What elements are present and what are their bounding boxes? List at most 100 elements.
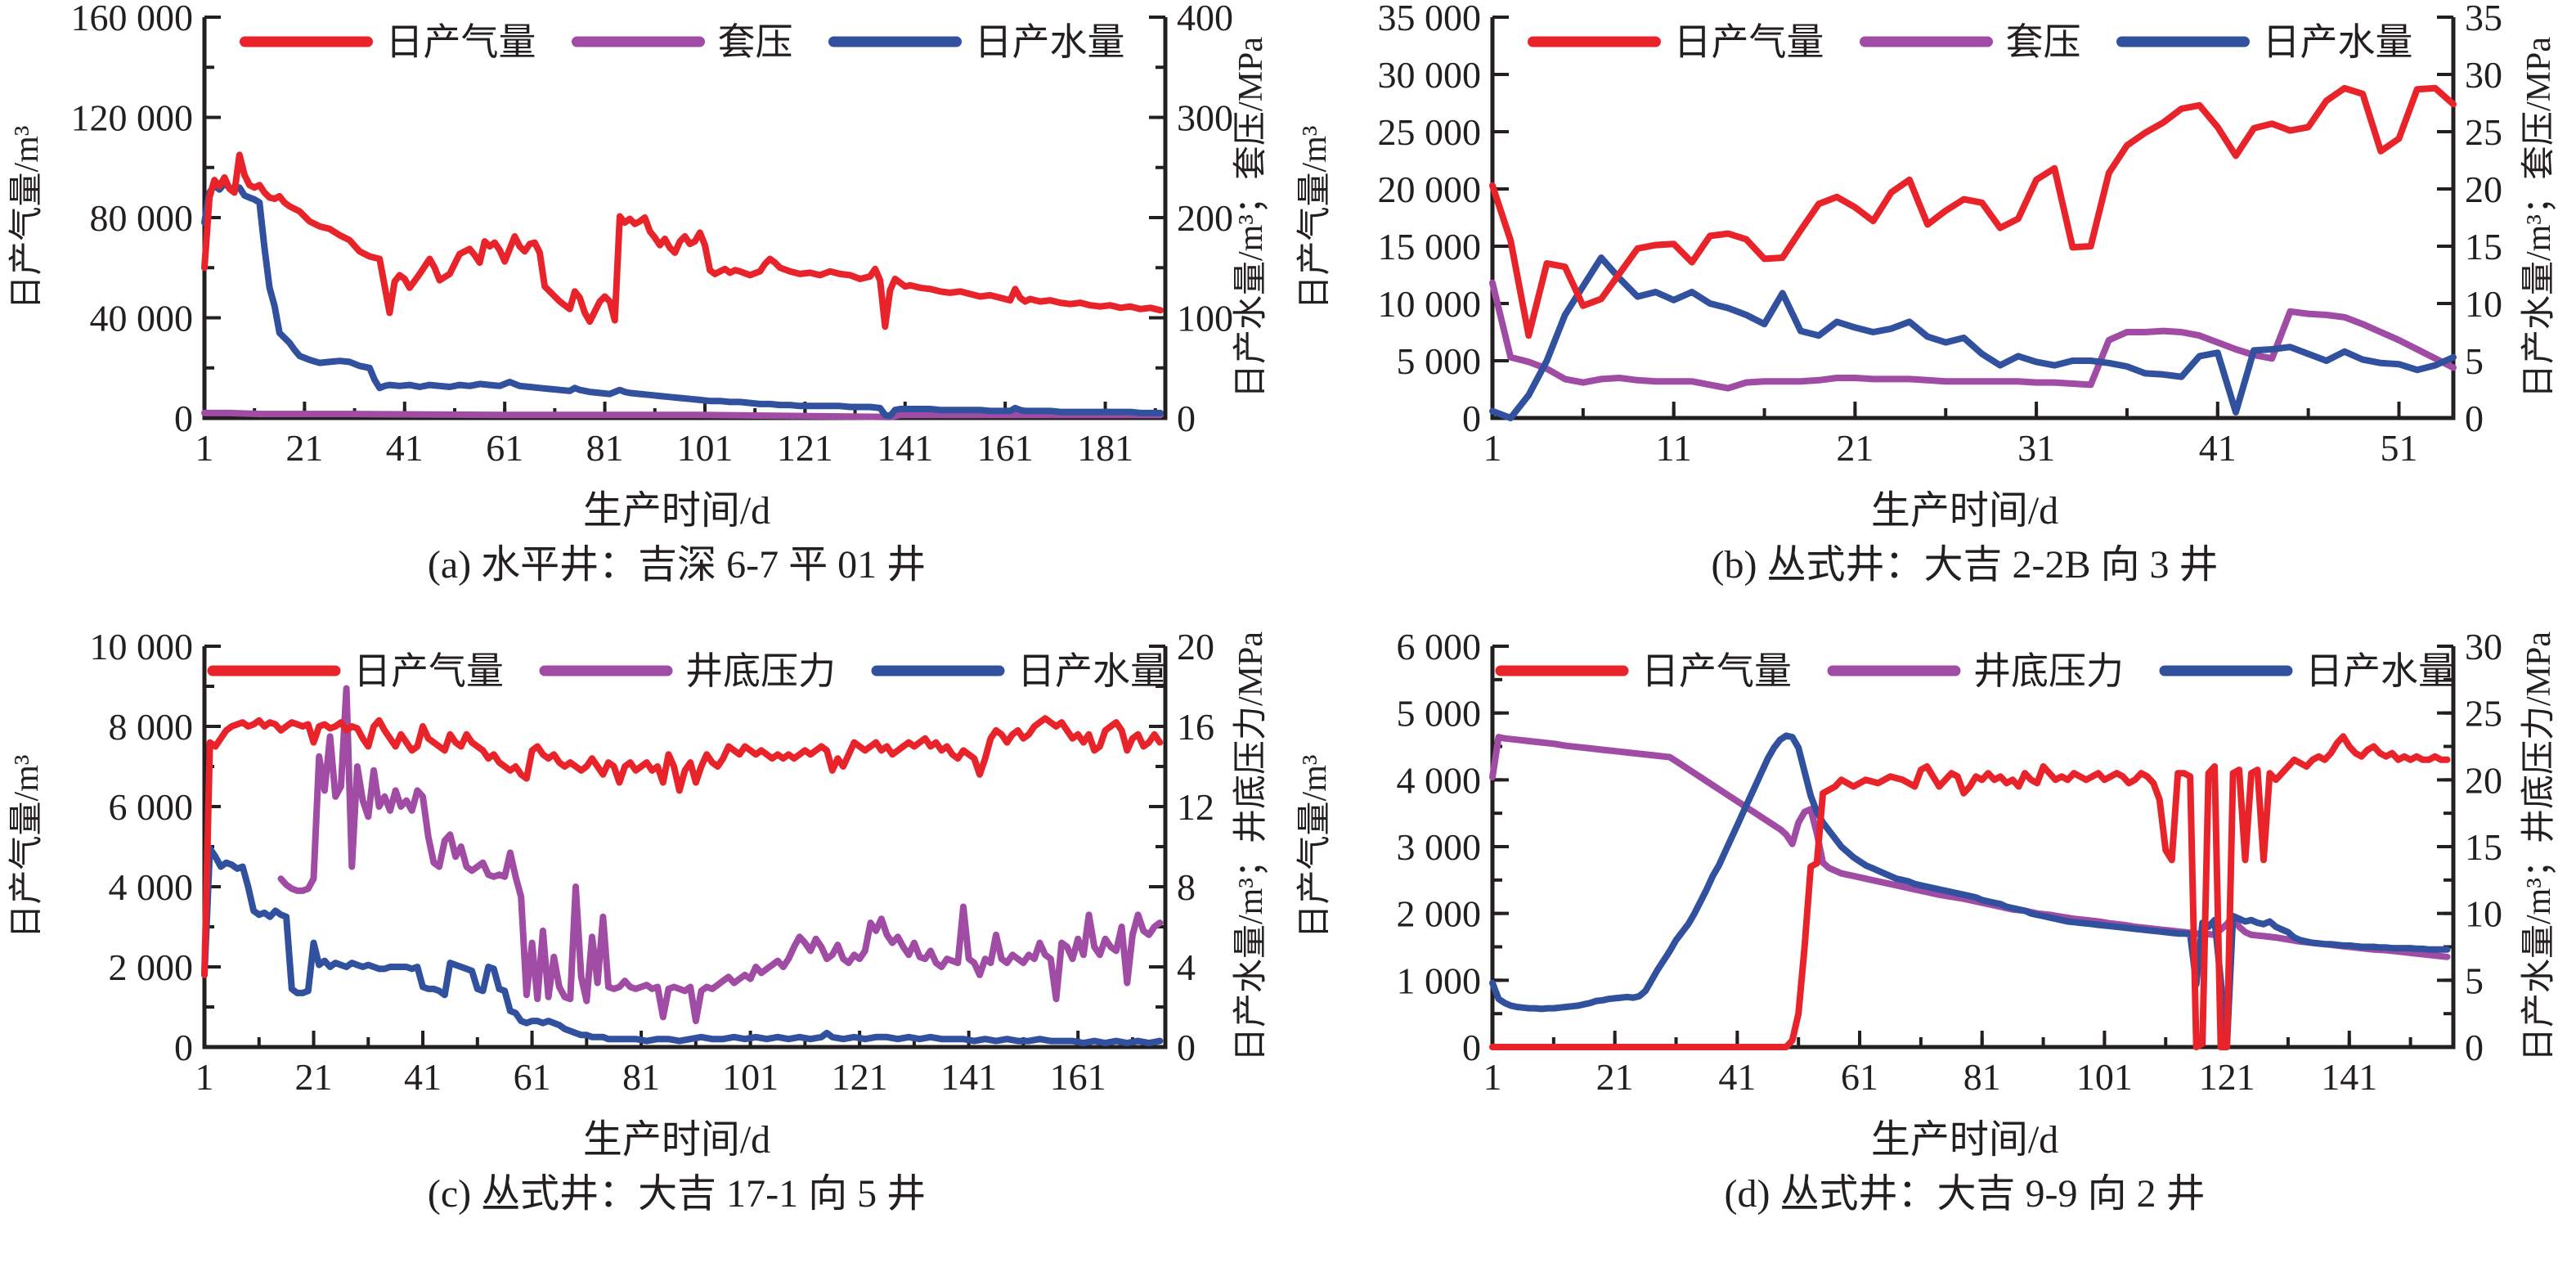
left-tick-label: 25 000 [1378,111,1482,153]
left-tick-label: 0 [174,398,193,439]
x-axis-title-c: 生产时间/d [582,1118,771,1162]
left-axis-title: 日产气量/m³ [8,126,46,310]
series-套压 [1489,279,2457,392]
panel-a: 1 21 41 61 81 101 121 141 161 181 0 40 000 80 000 120… [0,0,1288,634]
panel-b: 1 11 21 31 41 51 0 5 000 10 000 15 000 20 000 25 00… [1288,0,2576,634]
left-tick-label: 6 000 [109,786,194,828]
right-tick-label: 16 [1177,706,1214,748]
right-tick-label: 400 [1177,0,1233,38]
legend-item: 套压 [1860,21,2081,63]
left-tick-label: 8 000 [109,706,194,748]
legend-item: 日产水量 [2159,650,2456,692]
right-tick-label: 0 [2465,1027,2484,1068]
legend-item: 日产水量 [871,650,1168,692]
caption-c: (c) 丛式井：大吉 17-1 向 5 井 [427,1172,927,1216]
x-tick-label: 121 [777,427,833,469]
legend-label: 日产气量 [1641,650,1792,692]
right-tick-label: 0 [2465,398,2484,439]
legend-label: 套压 [2006,21,2081,63]
x-tick-label: 41 [1718,1056,1756,1098]
right-tick-label: 35 [2465,0,2502,38]
x-tick-label: 21 [285,427,323,469]
x-tick-label: 81 [622,1056,660,1098]
right-tick-label: 15 [2465,826,2502,868]
series-日产气量 [201,151,1164,330]
x-tick-label: 141 [940,1056,997,1098]
right-tick-label: 30 [2465,54,2502,96]
x-tick-label: 121 [832,1056,888,1098]
x-tick-label: 161 [977,427,1034,469]
right-tick-label: 300 [1177,97,1233,139]
x-tick-label: 1 [1483,427,1502,469]
right-tick-label: 8 [1177,866,1196,908]
series-日产气量 [201,715,1164,978]
right-tick-label: 4 [1177,946,1196,988]
left-tick-label: 40 000 [90,298,194,339]
left-tick-label: 0 [174,1027,193,1068]
left-tick-label: 2 000 [109,946,194,988]
left-tick-label: 160 000 [71,0,194,38]
left-tick-label: 10 000 [90,626,194,667]
series-日产水量 [1489,732,2451,1050]
series-井底压力 [1489,734,2451,960]
x-axis-title-a: 生产时间/d [582,489,771,533]
legend-label: 日产水量 [975,21,1125,63]
x-tick-label: 181 [1077,427,1133,469]
x-tick-label: 61 [1841,1056,1878,1098]
panel-d: 1 21 41 61 81 101 121 141 0 1 000 2 000 3 000 4 000 5… [1288,626,2576,1263]
series-日产水量 [1489,254,2457,421]
left-tick-label: 0 [1462,398,1481,439]
series-井底压力 [277,685,1164,1025]
right-axis-title: 日产水量/m³；套压/MPa [2520,37,2558,398]
left-tick-label: 2 000 [1397,893,1482,935]
legend-label: 套压 [718,21,793,63]
left-tick-label: 15 000 [1378,226,1482,267]
series-套压 [201,409,1164,420]
right-tick-label: 30 [2465,626,2502,667]
x-tick-label: 41 [404,1056,442,1098]
legend-item: 日产气量 [240,21,536,63]
legend-label: 日产气量 [386,21,536,63]
legend-label: 日产水量 [2263,21,2413,63]
caption-b: (b) 丛式井：大吉 2-2B 向 3 井 [1711,543,2219,587]
x-tick-label: 61 [514,1056,551,1098]
legend-item: 井底压力 [539,650,836,692]
x-tick-label: 1 [195,1056,214,1098]
x-tick-label: 141 [2321,1056,2377,1098]
x-tick-label: 121 [2199,1056,2255,1098]
legend-label: 日产气量 [353,650,504,692]
x-axis-title-b: 生产时间/d [1870,489,2059,533]
x-tick-label: 31 [2017,427,2055,469]
legend-item: 日产气量 [207,650,504,692]
right-tick-label: 20 [1177,626,1214,667]
legend-label: 日产气量 [1674,21,1824,63]
x-tick-label: 41 [2199,427,2237,469]
x-tick-label: 61 [486,427,523,469]
legend-item: 日产水量 [828,21,1125,63]
right-tick-label: 5 [2465,340,2484,382]
panel-c: 1 21 41 61 81 101 121 141 161 0 2 000 4 000 6 000 8 0… [0,626,1288,1263]
x-tick-label: 81 [586,427,624,469]
x-tick-label: 21 [295,1056,333,1098]
series-日产气量 [1489,733,2451,1050]
right-tick-label: 25 [2465,693,2502,735]
right-tick-label: 10 [2465,893,2502,935]
right-tick-label: 0 [1177,1027,1196,1068]
left-axis-title: 日产气量/m³ [1296,755,1334,939]
x-tick-label: 141 [877,427,933,469]
right-tick-label: 15 [2465,226,2502,267]
left-tick-label: 20 000 [1378,169,1482,210]
x-tick-label: 41 [386,427,424,469]
left-tick-label: 120 000 [71,97,194,139]
left-tick-label: 6 000 [1397,626,1482,667]
left-axis-title: 日产气量/m³ [8,755,46,939]
x-tick-label: 51 [2380,427,2417,469]
legend-item: 套压 [572,21,793,63]
x-tick-label: 101 [722,1056,779,1098]
x-tick-label: 81 [1963,1056,2001,1098]
right-axis-title: 日产水量/m³；井底压力/MPa [1232,632,1270,1062]
legend-label: 日产水量 [1017,650,1168,692]
